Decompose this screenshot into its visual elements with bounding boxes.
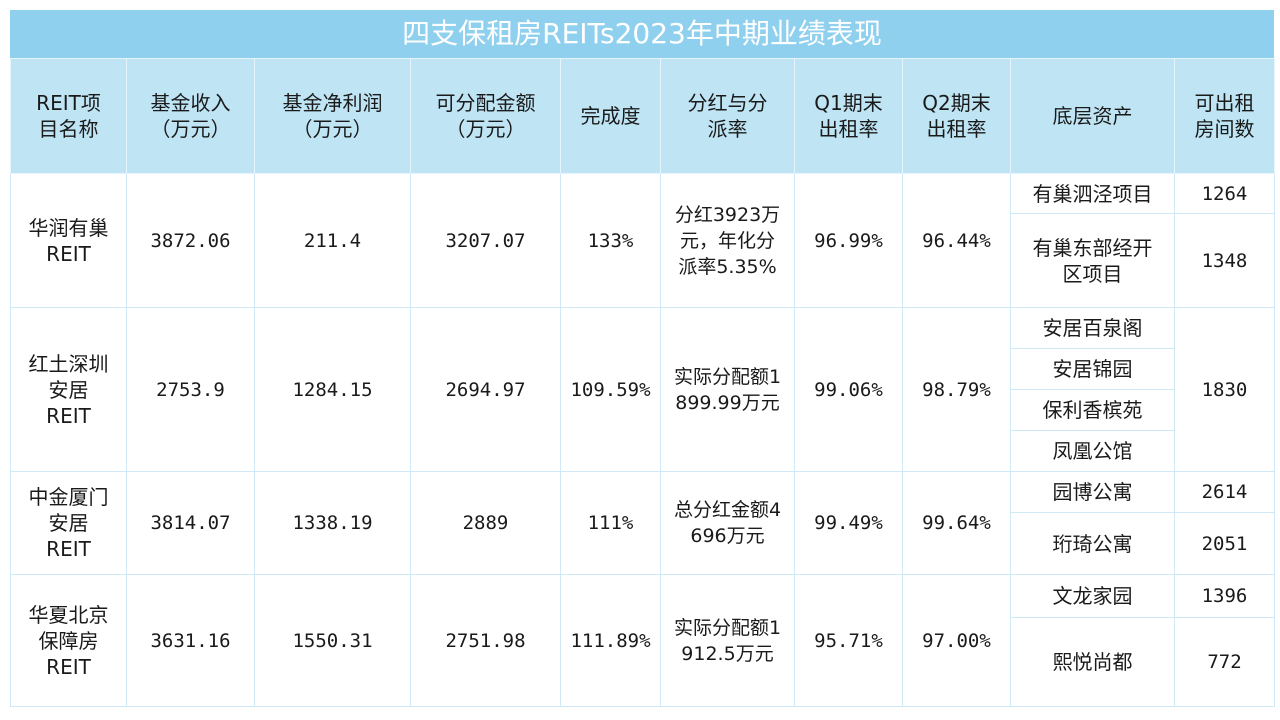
rooms-cell: 1264 xyxy=(1174,173,1275,214)
table-row: 中金厦门安居REIT 3814.07 1338.19 2889 111% 总分红… xyxy=(10,471,1275,575)
table-row: 红土深圳安居REIT 2753.9 1284.15 2694.97 109.59… xyxy=(10,307,1275,472)
reits-table: REIT项目名称 基金收入（万元） 基金净利润（万元） 可分配金额（万元） 完成… xyxy=(10,58,1275,707)
asset-cell: 有巢东部经开区项目 xyxy=(1010,213,1175,308)
reits-table-container: 四支保租房REITs2023年中期业绩表现 REIT项目名称 基金收入（万元） … xyxy=(10,10,1275,707)
completion-cell: 133% xyxy=(560,173,661,308)
distributable-cell: 2889 xyxy=(410,471,561,575)
header-dividend: 分红与分派率 xyxy=(660,58,795,174)
dividend-cell: 实际分配额1912.5万元 xyxy=(660,574,795,707)
header-distributable: 可分配金额（万元） xyxy=(410,58,561,174)
asset-cell: 安居百泉阁 xyxy=(1010,307,1175,349)
asset-cell: 园博公寓 xyxy=(1010,471,1175,513)
income-cell: 3814.07 xyxy=(126,471,255,575)
asset-cell: 熙悦尚都 xyxy=(1010,617,1175,707)
dividend-cell: 实际分配额1899.99万元 xyxy=(660,307,795,472)
header-income: 基金收入（万元） xyxy=(126,58,255,174)
q1-rate-cell: 95.71% xyxy=(794,574,903,707)
net-profit-cell: 1550.31 xyxy=(254,574,411,707)
net-profit-cell: 211.4 xyxy=(254,173,411,308)
q2-rate-cell: 99.64% xyxy=(902,471,1011,575)
q1-rate-cell: 99.06% xyxy=(794,307,903,472)
asset-cell: 安居锦园 xyxy=(1010,348,1175,390)
net-profit-cell: 1284.15 xyxy=(254,307,411,472)
dividend-cell: 总分红金额4696万元 xyxy=(660,471,795,575)
table-row: 华润有巢REIT 3872.06 211.4 3207.07 133% 分红39… xyxy=(10,173,1275,308)
rooms-cell: 772 xyxy=(1174,617,1275,707)
q1-rate-cell: 99.49% xyxy=(794,471,903,575)
income-cell: 3631.16 xyxy=(126,574,255,707)
distributable-cell: 3207.07 xyxy=(410,173,561,308)
completion-cell: 109.59% xyxy=(560,307,661,472)
rooms-cell: 1396 xyxy=(1174,574,1275,618)
q2-rate-cell: 98.79% xyxy=(902,307,1011,472)
header-reit-name: REIT项目名称 xyxy=(10,58,127,174)
table-row: 凤凰公馆 xyxy=(11,430,1275,472)
table-row: 熙悦尚都 772 xyxy=(11,617,1275,707)
asset-cell: 珩琦公寓 xyxy=(1010,512,1175,575)
q2-rate-cell: 96.44% xyxy=(902,173,1011,308)
table-row: 安居锦园 xyxy=(11,348,1275,390)
q1-rate-cell: 96.99% xyxy=(794,173,903,308)
asset-cell: 有巢泗泾项目 xyxy=(1010,173,1175,214)
completion-cell: 111% xyxy=(560,471,661,575)
rooms-cell: 1348 xyxy=(1174,213,1275,308)
asset-cell: 凤凰公馆 xyxy=(1010,430,1175,472)
page-title: 四支保租房REITs2023年中期业绩表现 xyxy=(10,10,1274,58)
rooms-cell: 2051 xyxy=(1174,512,1275,575)
rooms-cell: 2614 xyxy=(1174,471,1275,513)
header-row: REIT项目名称 基金收入（万元） 基金净利润（万元） 可分配金额（万元） 完成… xyxy=(10,58,1275,174)
header-q2: Q2期末出租率 xyxy=(902,58,1011,174)
net-profit-cell: 1338.19 xyxy=(254,471,411,575)
reit-name: 红土深圳安居REIT xyxy=(10,307,127,472)
distributable-cell: 2694.97 xyxy=(410,307,561,472)
header-assets: 底层资产 xyxy=(1010,58,1175,174)
asset-cell: 文龙家园 xyxy=(1010,574,1175,618)
rooms-cell: 1830 xyxy=(1174,307,1275,472)
dividend-cell: 分红3923万元，年化分派率5.35% xyxy=(660,173,795,308)
reit-name: 华夏北京保障房REIT xyxy=(10,574,127,707)
completion-cell: 111.89% xyxy=(560,574,661,707)
income-cell: 2753.9 xyxy=(126,307,255,472)
reit-name: 中金厦门安居REIT xyxy=(10,471,127,575)
income-cell: 3872.06 xyxy=(126,173,255,308)
header-completion: 完成度 xyxy=(560,58,661,174)
distributable-cell: 2751.98 xyxy=(410,574,561,707)
table-row: 珩琦公寓 2051 xyxy=(11,512,1275,575)
header-net-profit: 基金净利润（万元） xyxy=(254,58,411,174)
table-row: 华夏北京保障房REIT 3631.16 1550.31 2751.98 111.… xyxy=(10,574,1275,707)
q2-rate-cell: 97.00% xyxy=(902,574,1011,707)
header-rooms: 可出租房间数 xyxy=(1174,58,1275,174)
header-q1: Q1期末出租率 xyxy=(794,58,903,174)
asset-cell: 保利香槟苑 xyxy=(1010,389,1175,431)
reit-name: 华润有巢REIT xyxy=(10,173,127,308)
